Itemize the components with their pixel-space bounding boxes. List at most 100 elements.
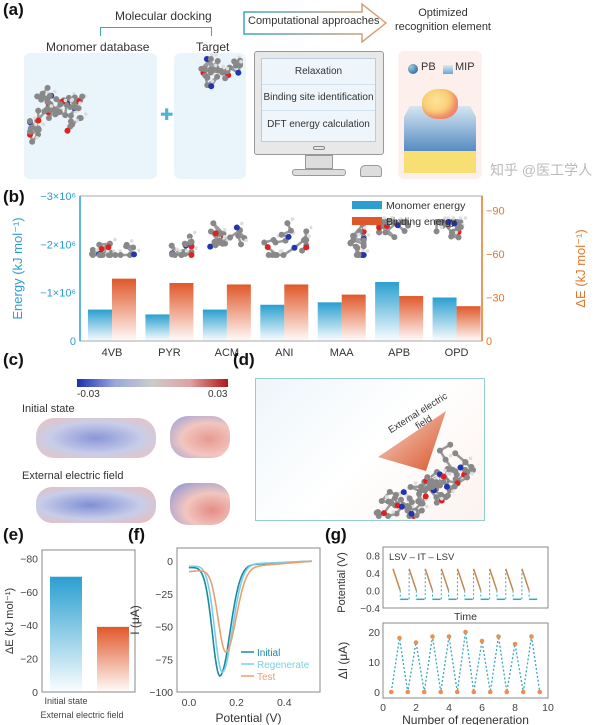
y2-tick-label: −30 [486,293,505,305]
bar [50,576,82,692]
mip-legend-label: MIP [455,61,475,73]
atom [447,441,454,448]
panel-g-label: (g) [325,525,347,544]
hydrogen [213,63,218,68]
docked-molecule [89,237,140,258]
bottom-y-tick: 10 [368,657,380,669]
atom [238,241,245,248]
atom [433,219,440,225]
atom [378,497,385,504]
lsv-segment [521,568,530,591]
atom [107,252,114,258]
atom [398,503,405,510]
atom [233,224,240,231]
legend-label: Regenerate [257,660,310,671]
colorbar-min: -0.03 [77,389,100,400]
atom [219,69,226,76]
hydrogen [239,59,243,64]
atom [35,131,42,138]
atom [433,479,440,486]
lsv-segment [424,568,434,591]
delta-i-point [438,689,444,695]
monitor: Relaxation Binding site identification D… [254,51,384,155]
x-tick-label: MAA [330,347,355,359]
atom [429,483,436,490]
hydrogen [95,248,99,252]
top-y-tick: 0.0 [366,587,380,598]
bottom-plot-frame [382,622,549,699]
hydrogen [362,225,367,230]
pb-legend-icon [408,64,418,74]
atom [468,463,475,470]
x-tick-label: OPD [445,347,469,359]
x-tick-label: ANI [275,347,293,359]
bottom-x-tick: 6 [479,702,485,714]
atom [440,473,447,480]
y2-tick-label: −90 [486,206,505,218]
bottom-x-tick: 2 [413,702,419,714]
atom [388,500,395,507]
delta-i-point [487,689,493,695]
y-tick-label: −40 [20,620,38,632]
bottom-y-tick: 0 [374,687,380,699]
atom [303,228,310,235]
delta-i-point [463,629,468,635]
esp-monomer-initial [36,418,156,458]
atom [418,507,425,514]
atom [355,252,362,258]
docked-molecule [207,220,248,250]
atom [433,499,440,506]
binding-energy-bar [341,294,366,341]
hydrogen [113,237,117,242]
hydrogen [443,468,447,473]
target-box [174,53,246,179]
atom [401,228,408,235]
chart-b: 0 −1×10⁶ −2×10⁶ −3×10⁶ 0 −30 −60 −90 Energy (kJ … [10,191,588,359]
plot-frame [176,547,321,693]
delta-i-point [479,638,485,644]
atom [168,242,175,249]
hydrogen [470,471,474,476]
complex-molecules [373,441,477,519]
atom [408,510,415,517]
top-y-tick: 0.4 [366,569,380,580]
atom [436,447,443,454]
hydrogen [454,230,458,235]
hydrogen [307,234,311,238]
atom [455,234,462,241]
atom [212,230,219,237]
atom [393,510,400,517]
atom [404,505,411,512]
x-tick-label: Initial state [44,696,87,706]
atom [235,69,242,76]
atom [273,252,280,258]
hydrogen [361,248,365,252]
atom [399,219,406,225]
y-tick-label: −20 [20,654,38,666]
atom [188,238,195,245]
y-tick-label: −100 [149,687,173,699]
electric-field-arrow [378,411,446,471]
atom [57,101,64,108]
hydrogen [222,228,227,232]
docked-molecule [433,216,468,241]
hydrogen [45,90,50,94]
hydrogen [356,232,361,237]
atom [433,494,440,501]
esp-target-initial [170,416,230,458]
monomer-molecules [27,84,88,145]
atom [207,66,214,73]
atom [452,450,459,457]
hydrogen [210,79,215,83]
delta-i-point [405,689,411,695]
bottom-y-label: ΔI (μA) [336,642,350,680]
delta-i-line [390,631,541,693]
hydrogen [175,247,179,252]
atom [449,466,456,473]
atom [117,252,124,258]
mip-legend-icon [443,65,453,74]
hydrogen [413,481,418,485]
delta-i-point [446,634,452,639]
atom [112,252,119,258]
atom [291,244,298,251]
